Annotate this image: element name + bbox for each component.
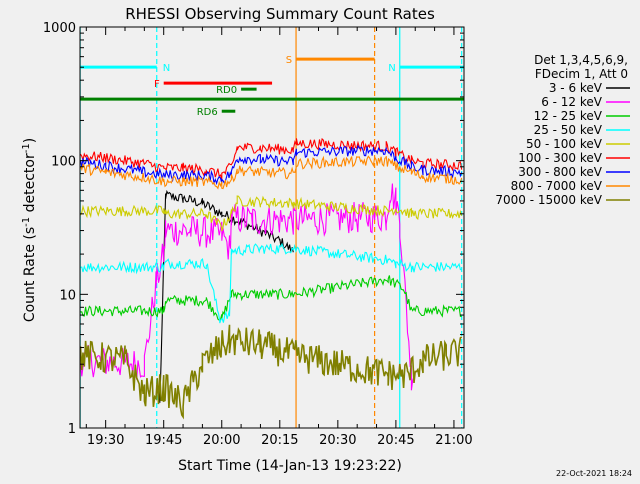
y-tick-label-2: 100 — [51, 155, 76, 170]
chart-title: RHESSI Observing Summary Count Rates — [125, 5, 435, 23]
series-line-8 — [79, 324, 463, 420]
legend-entry-2: 12 - 25 keV — [534, 109, 603, 123]
plot-frame — [79, 26, 465, 429]
y-tick-label-1: 10 — [59, 288, 76, 303]
series-line-4 — [80, 195, 463, 232]
x-axis-label: Start Time (14-Jan-13 19:23:22) — [178, 458, 402, 474]
x-tick-label-1: 19:45 — [145, 433, 182, 448]
legend-entry-1: 6 - 12 keV — [541, 95, 603, 109]
y-tick-label-3: 1000 — [43, 21, 76, 36]
state-bar-label-5: RD0 — [216, 85, 237, 96]
legend-entry-7: 800 - 7000 keV — [511, 179, 603, 193]
x-tick-label-4: 20:30 — [319, 433, 356, 448]
legend: Det 1,3,4,5,6,9, FDecim 1, Att 0 3 - 6 k… — [495, 53, 630, 207]
x-tick-label-0: 19:30 — [87, 433, 124, 448]
state-bar-label-2: F — [154, 79, 160, 90]
x-axis-ticks: 19:30 19:45 20:00 20:15 20:30 20:45 21:00 — [85, 27, 473, 448]
legend-entry-6: 300 - 800 keV — [518, 165, 602, 179]
x-tick-label-5: 20:45 — [377, 433, 414, 448]
x-tick-label-2: 20:00 — [203, 433, 240, 448]
y-axis-label: Count Rate (s-1 detector-1) — [21, 138, 38, 322]
series-line-7 — [79, 155, 463, 190]
legend-entry-8: 7000 - 15000 keV — [495, 193, 602, 207]
x-tick-label-6: 21:00 — [435, 433, 472, 448]
legend-entry-0: 3 - 6 keV — [549, 81, 603, 95]
legend-entry-4: 50 - 100 keV — [526, 137, 603, 151]
y-tick-label-0: 1 — [68, 422, 76, 437]
series-line-3 — [80, 242, 462, 324]
series-line-5 — [80, 137, 463, 180]
series-line-2 — [80, 275, 462, 321]
state-bar-label-3: S — [286, 55, 292, 66]
state-bar-label-1: N — [388, 63, 395, 74]
legend-entry-5: 100 - 300 keV — [518, 151, 602, 165]
legend-entry-3: 25 - 50 keV — [534, 123, 603, 137]
series-line-1 — [79, 183, 416, 391]
footer-date: 22-Oct-2021 18:24 — [556, 469, 632, 478]
state-bar-label-0: N — [163, 63, 170, 74]
x-tick-label-3: 20:15 — [261, 433, 298, 448]
series-line-6 — [79, 144, 463, 186]
y-axis-ticks: 1 10 100 1000 — [43, 21, 464, 437]
legend-header-line-1: Det 1,3,4,5,6,9, — [534, 53, 628, 67]
legend-header-line-2: FDecim 1, Att 0 — [535, 67, 628, 81]
state-bar-label-6: RD6 — [197, 107, 218, 118]
